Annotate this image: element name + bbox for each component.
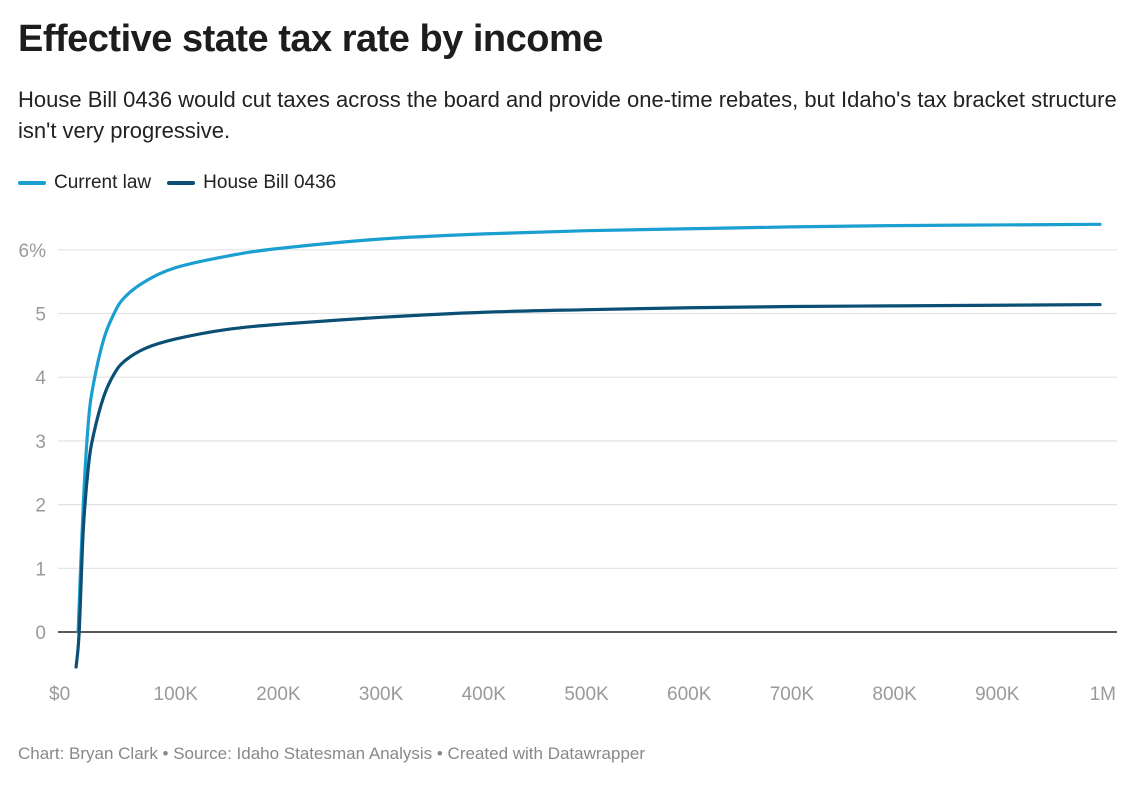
x-tick-label: 1M bbox=[1090, 684, 1116, 705]
x-tick-label: 100K bbox=[154, 684, 199, 705]
x-tick-label: 800K bbox=[872, 684, 917, 705]
y-tick-label: 3 bbox=[35, 432, 46, 453]
x-tick-label: 900K bbox=[975, 684, 1020, 705]
y-tick-label: 2 bbox=[35, 496, 46, 517]
legend-swatch bbox=[18, 181, 46, 185]
legend: Current law House Bill 0436 bbox=[18, 172, 336, 194]
x-tick-label: 600K bbox=[667, 684, 712, 705]
x-tick-label: 500K bbox=[564, 684, 609, 705]
legend-label: House Bill 0436 bbox=[203, 172, 337, 193]
chart-title: Effective state tax rate by income bbox=[18, 18, 603, 60]
series-line-house-bill-0436 bbox=[74, 302, 1102, 669]
chart-footer: Chart: Bryan Clark • Source: Idaho State… bbox=[18, 744, 646, 763]
series-line-current-law bbox=[76, 222, 1102, 634]
y-tick-label: 6% bbox=[19, 241, 47, 262]
x-tick-label: 700K bbox=[770, 684, 815, 705]
legend-swatch bbox=[167, 181, 196, 185]
y-tick-label: 5 bbox=[35, 305, 46, 326]
legend-label: Current law bbox=[54, 172, 152, 193]
y-tick-label: 4 bbox=[35, 368, 46, 389]
chart-subtitle: House Bill 0436 would cut taxes across t… bbox=[18, 87, 1117, 143]
x-tick-label: 400K bbox=[462, 684, 507, 705]
y-tick-label: 1 bbox=[35, 559, 46, 580]
x-tick-label: 300K bbox=[359, 684, 404, 705]
y-tick-label: 0 bbox=[35, 623, 46, 644]
x-tick-label: 200K bbox=[256, 684, 301, 705]
legend-item-house-bill: House Bill 0436 bbox=[167, 172, 336, 194]
x-tick-label: $0 bbox=[49, 684, 70, 705]
legend-item-current-law: Current law bbox=[18, 172, 151, 194]
